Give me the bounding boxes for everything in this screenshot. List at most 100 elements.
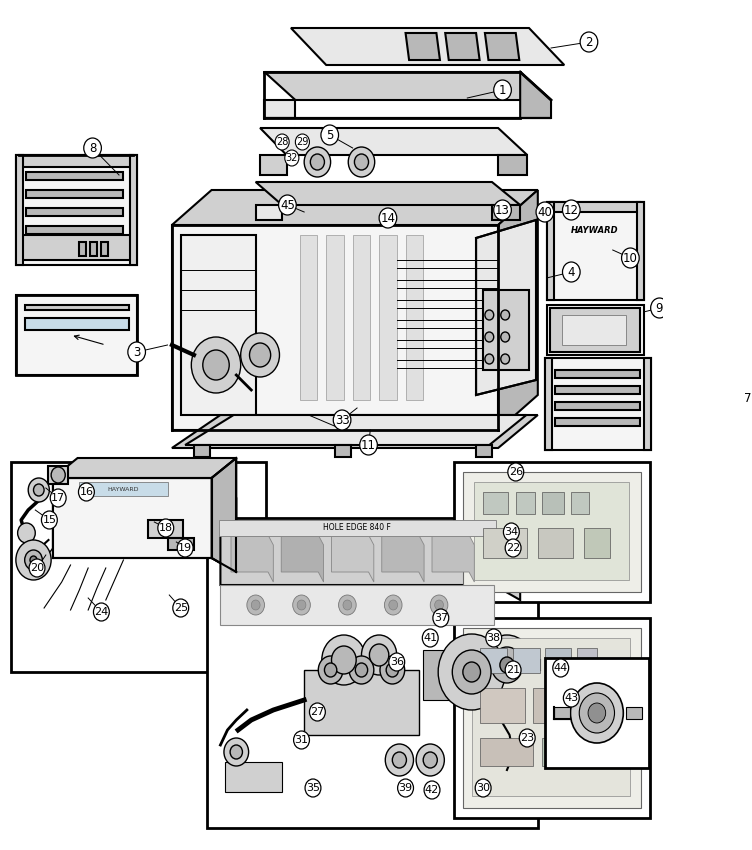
Bar xyxy=(562,315,626,345)
Circle shape xyxy=(333,410,351,430)
Polygon shape xyxy=(405,235,423,400)
Text: 20: 20 xyxy=(30,563,44,573)
Circle shape xyxy=(332,646,356,674)
Polygon shape xyxy=(432,535,475,582)
Circle shape xyxy=(275,134,290,150)
Bar xyxy=(463,628,641,808)
Circle shape xyxy=(571,683,623,743)
Bar xyxy=(550,202,640,212)
Polygon shape xyxy=(332,525,374,535)
Circle shape xyxy=(29,559,45,577)
Text: 25: 25 xyxy=(174,603,188,613)
Circle shape xyxy=(553,659,569,677)
Circle shape xyxy=(452,650,491,694)
Polygon shape xyxy=(53,458,236,478)
Circle shape xyxy=(349,656,374,684)
Bar xyxy=(26,226,123,234)
Circle shape xyxy=(385,744,414,776)
Bar xyxy=(220,585,494,625)
Bar xyxy=(556,370,640,378)
Polygon shape xyxy=(53,478,236,572)
Text: 26: 26 xyxy=(508,467,523,477)
Bar xyxy=(304,670,419,735)
Text: 16: 16 xyxy=(80,487,93,497)
Polygon shape xyxy=(172,190,538,225)
Circle shape xyxy=(78,483,94,501)
Polygon shape xyxy=(281,525,323,535)
Circle shape xyxy=(93,603,109,621)
Circle shape xyxy=(348,147,374,177)
Bar xyxy=(101,242,108,256)
Circle shape xyxy=(34,484,44,496)
Text: 36: 36 xyxy=(390,657,404,667)
Bar xyxy=(80,242,86,256)
Circle shape xyxy=(562,200,580,220)
Circle shape xyxy=(562,262,580,282)
Polygon shape xyxy=(231,535,273,582)
Circle shape xyxy=(520,729,535,747)
Text: 4: 4 xyxy=(568,265,575,279)
Circle shape xyxy=(398,779,414,797)
Polygon shape xyxy=(432,525,475,535)
Circle shape xyxy=(501,332,510,342)
Bar xyxy=(180,235,256,415)
Bar xyxy=(25,318,129,330)
Circle shape xyxy=(751,215,752,235)
Bar xyxy=(556,402,640,410)
Bar xyxy=(20,235,133,260)
Polygon shape xyxy=(281,535,323,582)
Text: 18: 18 xyxy=(159,523,173,533)
Circle shape xyxy=(494,200,511,220)
Text: 8: 8 xyxy=(89,141,96,155)
Text: 39: 39 xyxy=(399,783,413,793)
Polygon shape xyxy=(260,155,287,175)
Polygon shape xyxy=(498,155,527,175)
Circle shape xyxy=(25,550,42,570)
Circle shape xyxy=(387,663,399,677)
Text: 35: 35 xyxy=(306,783,320,793)
Circle shape xyxy=(354,154,368,170)
Circle shape xyxy=(251,600,260,610)
Bar xyxy=(48,466,68,484)
Text: HOLE EDGE 840 F: HOLE EDGE 840 F xyxy=(323,524,391,532)
Circle shape xyxy=(622,248,639,268)
Bar xyxy=(476,660,490,670)
Bar xyxy=(584,738,614,766)
Polygon shape xyxy=(326,235,344,400)
Text: 32: 32 xyxy=(286,153,298,163)
Circle shape xyxy=(438,634,505,710)
Text: 1: 1 xyxy=(499,83,506,97)
Polygon shape xyxy=(498,190,538,430)
Bar xyxy=(80,482,168,496)
Circle shape xyxy=(305,779,321,797)
Bar xyxy=(513,648,540,673)
Bar xyxy=(454,618,650,818)
Circle shape xyxy=(324,663,337,677)
Circle shape xyxy=(51,467,65,483)
Polygon shape xyxy=(405,33,440,60)
Circle shape xyxy=(177,539,193,557)
Polygon shape xyxy=(172,415,538,448)
Polygon shape xyxy=(492,205,520,220)
Text: 3: 3 xyxy=(133,345,141,359)
Bar xyxy=(11,462,266,672)
Bar xyxy=(556,386,640,394)
Polygon shape xyxy=(520,72,551,118)
Bar xyxy=(553,707,569,719)
Bar xyxy=(219,520,496,536)
Bar xyxy=(516,492,535,514)
Polygon shape xyxy=(291,28,564,65)
Text: 22: 22 xyxy=(506,543,520,553)
Circle shape xyxy=(30,556,37,564)
Circle shape xyxy=(355,663,368,677)
Bar xyxy=(26,208,123,216)
Circle shape xyxy=(362,635,397,675)
Circle shape xyxy=(83,138,102,158)
Bar xyxy=(636,202,644,300)
Polygon shape xyxy=(172,225,498,430)
Text: 43: 43 xyxy=(564,693,578,703)
Bar xyxy=(225,762,282,792)
Circle shape xyxy=(278,195,296,215)
Circle shape xyxy=(500,657,514,673)
Circle shape xyxy=(380,656,405,684)
